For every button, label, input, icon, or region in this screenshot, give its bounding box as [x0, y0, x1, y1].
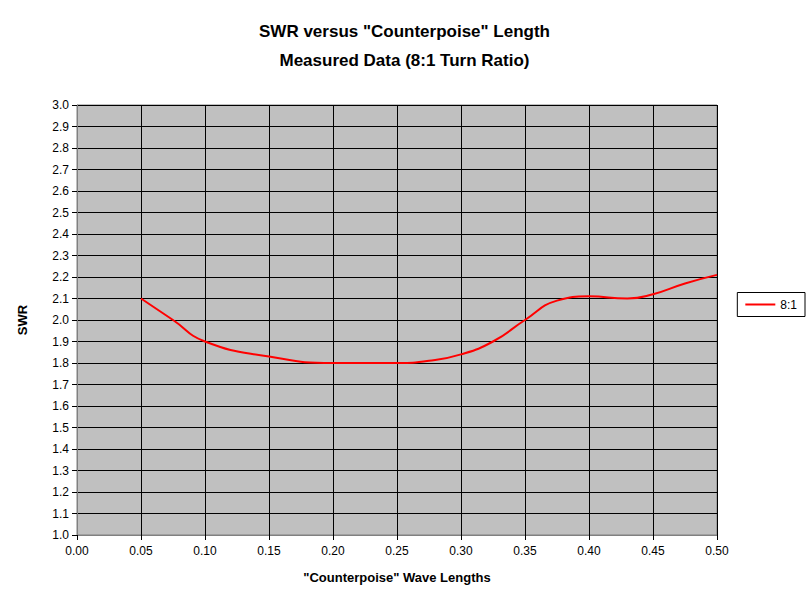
- svg-text:1.1: 1.1: [52, 507, 69, 521]
- svg-text:0.15: 0.15: [257, 544, 281, 558]
- svg-text:1.0: 1.0: [52, 528, 69, 542]
- svg-text:3.0: 3.0: [52, 98, 69, 112]
- svg-text:0.50: 0.50: [705, 544, 729, 558]
- svg-text:2.8: 2.8: [52, 141, 69, 155]
- svg-text:0.30: 0.30: [449, 544, 473, 558]
- svg-text:2.3: 2.3: [52, 249, 69, 263]
- svg-text:Measured Data (8:1 Turn Ratio): Measured Data (8:1 Turn Ratio): [279, 51, 529, 70]
- svg-text:2.4: 2.4: [52, 227, 69, 241]
- svg-text:"Counterpoise" Wave Lengths: "Counterpoise" Wave Lengths: [303, 570, 490, 585]
- svg-text:2.6: 2.6: [52, 184, 69, 198]
- svg-text:0.00: 0.00: [65, 544, 89, 558]
- svg-text:0.10: 0.10: [193, 544, 217, 558]
- svg-text:1.4: 1.4: [52, 442, 69, 456]
- svg-text:1.8: 1.8: [52, 356, 69, 370]
- svg-text:2.5: 2.5: [52, 206, 69, 220]
- svg-text:2.2: 2.2: [52, 270, 69, 284]
- svg-text:0.45: 0.45: [641, 544, 665, 558]
- svg-text:1.3: 1.3: [52, 464, 69, 478]
- svg-text:0.35: 0.35: [513, 544, 537, 558]
- svg-text:2.7: 2.7: [52, 163, 69, 177]
- svg-text:8:1: 8:1: [780, 298, 797, 312]
- svg-text:2.9: 2.9: [52, 120, 69, 134]
- svg-text:2.1: 2.1: [52, 292, 69, 306]
- svg-text:0.05: 0.05: [129, 544, 153, 558]
- svg-text:1.7: 1.7: [52, 378, 69, 392]
- svg-text:0.20: 0.20: [321, 544, 345, 558]
- svg-text:1.9: 1.9: [52, 335, 69, 349]
- svg-text:SWR: SWR: [15, 304, 30, 335]
- svg-text:0.25: 0.25: [385, 544, 409, 558]
- svg-text:1.6: 1.6: [52, 399, 69, 413]
- svg-text:SWR versus "Counterpoise" Leng: SWR versus "Counterpoise" Length: [259, 22, 550, 41]
- svg-text:0.40: 0.40: [577, 544, 601, 558]
- svg-text:1.5: 1.5: [52, 421, 69, 435]
- svg-text:1.2: 1.2: [52, 485, 69, 499]
- svg-text:2.0: 2.0: [52, 313, 69, 327]
